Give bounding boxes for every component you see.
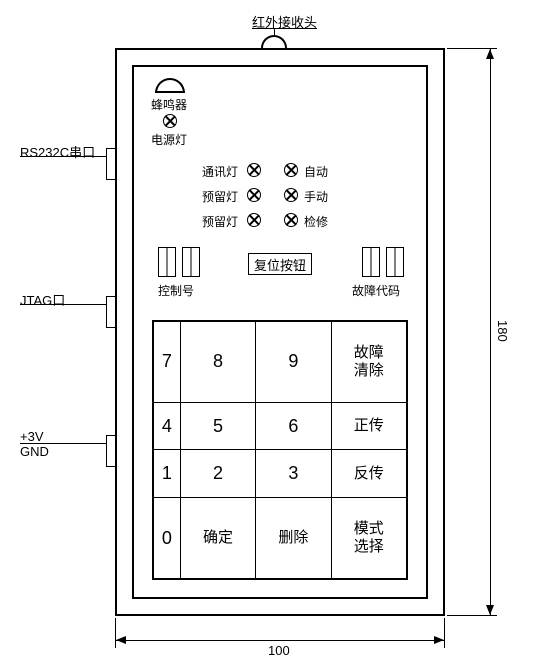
dim-height-label: 180	[495, 320, 510, 342]
ir-receiver-icon	[261, 35, 287, 48]
connector-leader	[20, 443, 108, 444]
keypad-key[interactable]: 3	[256, 450, 331, 498]
led-icon	[247, 188, 261, 202]
reset-button-label: 复位按钮	[254, 255, 306, 274]
connector-port	[106, 435, 116, 467]
diagram-canvas: 红外接收头 蜂鸣器 电源灯 通讯灯自动预留灯手动预留灯检修 RS232C串口JT…	[0, 0, 555, 666]
dim-width-ext-right	[444, 618, 445, 648]
keypad-key[interactable]: 7	[154, 322, 181, 403]
keypad-key[interactable]: 反传	[331, 450, 406, 498]
dim-height-arrow-b	[486, 605, 494, 615]
led-row-right-label: 手动	[304, 188, 328, 205]
led-row-left-label: 通讯灯	[202, 163, 238, 180]
connector-leader	[20, 156, 108, 157]
led-icon	[247, 163, 261, 177]
nixie-control-label: 控制号	[158, 282, 194, 299]
connector-port	[106, 296, 116, 328]
keypad-key[interactable]: 0	[154, 498, 181, 579]
nixie-fault-1	[362, 247, 380, 277]
connector-port	[106, 148, 116, 180]
keypad-key[interactable]: 模式选择	[331, 498, 406, 579]
led-icon	[284, 213, 298, 227]
keypad-key[interactable]: 4	[154, 402, 181, 450]
keypad-key[interactable]: 删除	[256, 498, 331, 579]
dim-height-line	[490, 48, 491, 616]
nixie-fault-2	[386, 247, 404, 277]
reset-button[interactable]: 复位按钮	[248, 253, 312, 275]
keypad-key[interactable]: 正传	[331, 402, 406, 450]
keypad-key[interactable]: 确定	[180, 498, 255, 579]
led-icon	[284, 188, 298, 202]
led-row-left-label: 预留灯	[202, 188, 238, 205]
led-row-right-label: 自动	[304, 163, 328, 180]
keypad-key[interactable]: 8	[180, 322, 255, 403]
keypad-key[interactable]: 故障清除	[331, 322, 406, 403]
buzzer-label: 蜂鸣器	[151, 96, 187, 113]
nixie-control-1	[158, 247, 176, 277]
keypad-key[interactable]: 9	[256, 322, 331, 403]
keypad-key[interactable]: 2	[180, 450, 255, 498]
power-led-label: 电源灯	[151, 131, 187, 148]
led-row-left-label: 预留灯	[202, 213, 238, 230]
keypad-key[interactable]: 5	[180, 402, 255, 450]
led-icon	[284, 163, 298, 177]
dim-width-label: 100	[268, 643, 290, 658]
connector-label: RS232C串口	[20, 142, 95, 161]
connector-label-2: GND	[20, 444, 49, 459]
dim-height-arrow-t	[486, 49, 494, 59]
keypad: 789故障清除 456正传 123反传 0确定删除模式选择	[152, 320, 408, 580]
connector-label: JTAG口	[20, 290, 65, 309]
led-row-right-label: 检修	[304, 213, 328, 230]
power-led-icon	[163, 114, 177, 128]
nixie-control-2	[182, 247, 200, 277]
led-icon	[247, 213, 261, 227]
keypad-key[interactable]: 6	[256, 402, 331, 450]
ir-label: 红外接收头	[252, 12, 317, 31]
keypad-key[interactable]: 1	[154, 450, 181, 498]
connector-leader	[20, 304, 108, 305]
dim-width-arrow-r	[434, 636, 444, 644]
nixie-fault-label: 故障代码	[352, 282, 400, 299]
connector-label: +3V	[20, 429, 44, 444]
dim-width-arrow-l	[116, 636, 126, 644]
dim-width-line	[115, 640, 445, 641]
